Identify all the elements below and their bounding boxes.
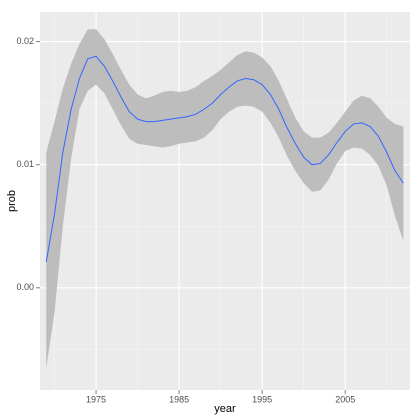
x-tick-label: 1985	[169, 394, 189, 404]
x-axis-title: year	[214, 403, 236, 415]
y-tick-label: 0.02	[16, 36, 34, 46]
x-tick-label: 1995	[252, 394, 272, 404]
trend-line	[45, 55, 404, 263]
x-tick-label: 2005	[335, 394, 355, 404]
y-tick-label: 0.00	[16, 282, 34, 292]
y-tick-label: 0.01	[16, 159, 34, 169]
y-axis-title: prob	[6, 190, 18, 212]
x-tick-label: 1975	[86, 394, 106, 404]
confidence-band	[46, 29, 404, 368]
